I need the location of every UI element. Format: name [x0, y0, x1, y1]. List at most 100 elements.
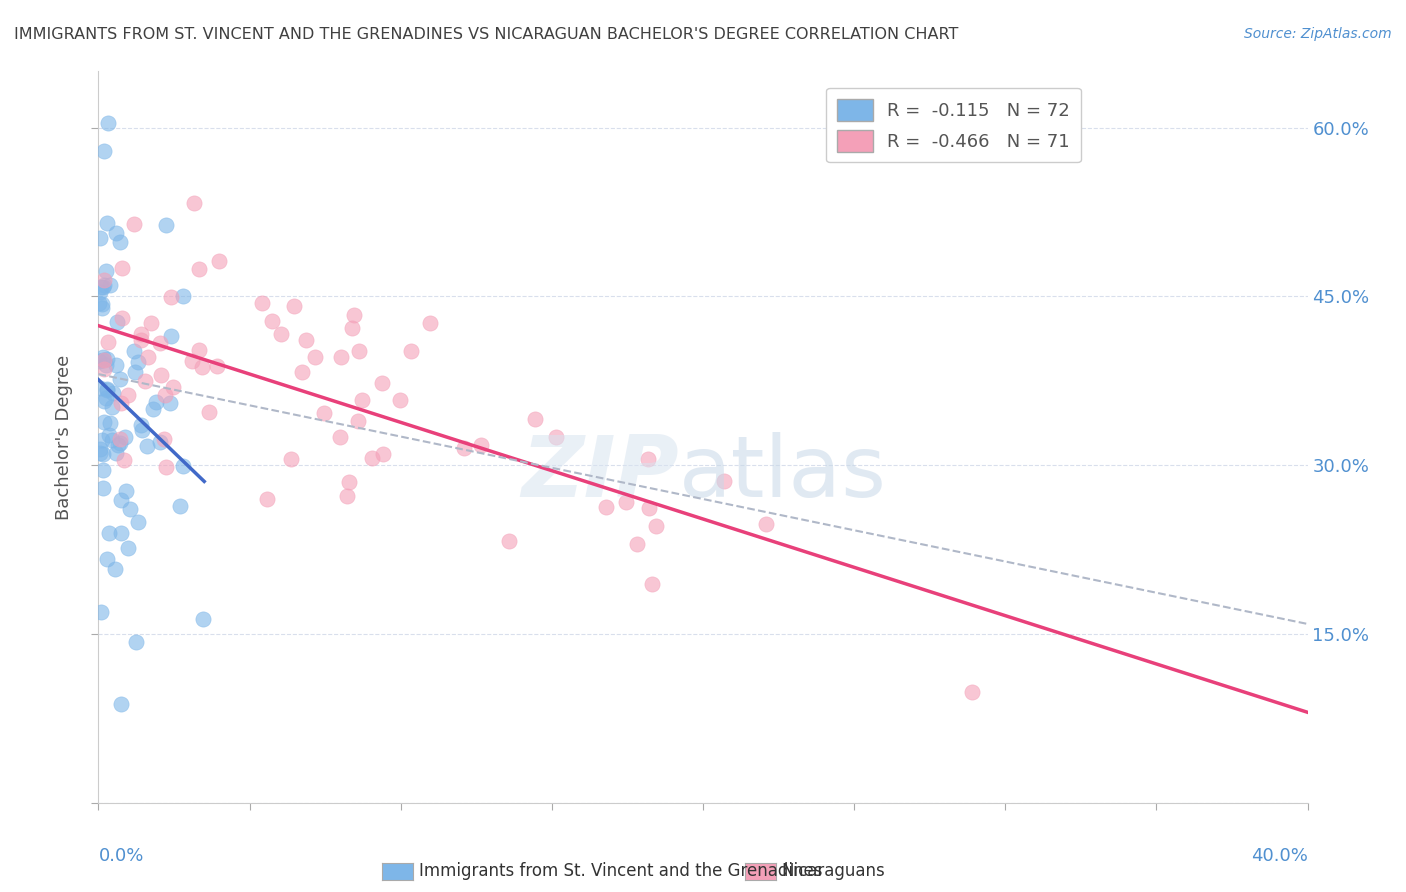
Text: Immigrants from St. Vincent and the Grenadines: Immigrants from St. Vincent and the Gren… [419, 863, 823, 880]
Point [614, 494, 637, 508]
Point [637, 500, 659, 515]
Point [193, 612, 215, 626]
Point [149, 336, 172, 351]
Point [91, 463, 114, 477]
Point [181, 353, 204, 368]
Point [159, 396, 181, 410]
Point [93, 481, 115, 495]
Point [401, 344, 423, 359]
Point [89, 285, 111, 300]
Point [105, 226, 128, 240]
Point [89, 442, 111, 456]
Point [198, 405, 221, 419]
Point [94, 391, 117, 405]
Point [111, 260, 134, 275]
Text: IMMIGRANTS FROM ST. VINCENT AND THE GRENADINES VS NICARAGUAN BACHELOR'S DEGREE C: IMMIGRANTS FROM ST. VINCENT AND THE GREN… [14, 27, 959, 42]
Point [114, 430, 136, 444]
Point [208, 254, 231, 268]
Point [93, 273, 115, 287]
Point [290, 366, 312, 380]
Point [544, 429, 567, 443]
Point [169, 499, 191, 513]
Point [101, 386, 124, 401]
Point [87, 296, 110, 310]
Point [153, 432, 176, 446]
Point [124, 365, 146, 379]
Point [110, 372, 132, 386]
Point [110, 396, 132, 410]
Point [283, 300, 305, 314]
Point [96, 263, 118, 277]
Point [120, 502, 142, 516]
Point [191, 359, 214, 374]
Point [349, 343, 371, 358]
Point [90, 605, 112, 619]
Point [188, 343, 211, 358]
Point [626, 537, 648, 551]
Point [252, 296, 274, 310]
Point [91, 446, 114, 460]
Point [155, 459, 177, 474]
Point [112, 453, 135, 467]
Point [336, 489, 359, 503]
Point [89, 446, 111, 460]
Point [101, 400, 124, 414]
Point [361, 450, 384, 465]
Text: Source: ZipAtlas.com: Source: ZipAtlas.com [1244, 27, 1392, 41]
Point [89, 381, 111, 395]
Point [96, 383, 118, 397]
Point [93, 144, 115, 158]
Point [122, 217, 145, 231]
Point [91, 352, 114, 367]
Point [160, 329, 183, 343]
Point [187, 261, 209, 276]
Point [110, 525, 132, 540]
Point [155, 388, 177, 402]
Point [470, 437, 492, 451]
Text: ZIP: ZIP [522, 432, 679, 516]
Point [637, 451, 659, 466]
Text: atlas: atlas [679, 432, 887, 516]
Point [139, 317, 162, 331]
Point [346, 414, 368, 428]
Point [107, 438, 129, 452]
Point [93, 353, 115, 368]
Point [343, 309, 366, 323]
Point [89, 230, 111, 244]
Point [110, 436, 132, 450]
Point [270, 326, 292, 341]
Point [280, 451, 302, 466]
Point [595, 500, 617, 514]
Point [523, 412, 546, 426]
Point [110, 492, 132, 507]
Point [337, 475, 360, 489]
Point [98, 525, 121, 540]
Text: 0.0%: 0.0% [98, 847, 143, 864]
Point [94, 358, 117, 372]
Point [98, 428, 121, 442]
Point [256, 491, 278, 506]
Point [96, 552, 118, 566]
Point [159, 290, 181, 304]
Point [131, 423, 153, 437]
Point [145, 395, 167, 409]
Point [329, 430, 352, 444]
Point [205, 359, 228, 373]
Point [98, 278, 121, 293]
Point [960, 685, 983, 699]
Point [89, 354, 111, 368]
Point [101, 433, 124, 447]
Point [90, 280, 112, 294]
Point [115, 484, 138, 499]
Point [93, 416, 115, 430]
Point [295, 333, 318, 347]
Point [117, 541, 139, 555]
Point [136, 439, 159, 453]
Point [93, 277, 115, 292]
Point [149, 368, 172, 383]
Point [162, 380, 184, 394]
Point [713, 474, 735, 488]
Point [122, 344, 145, 359]
Point [138, 350, 160, 364]
Point [110, 697, 132, 711]
